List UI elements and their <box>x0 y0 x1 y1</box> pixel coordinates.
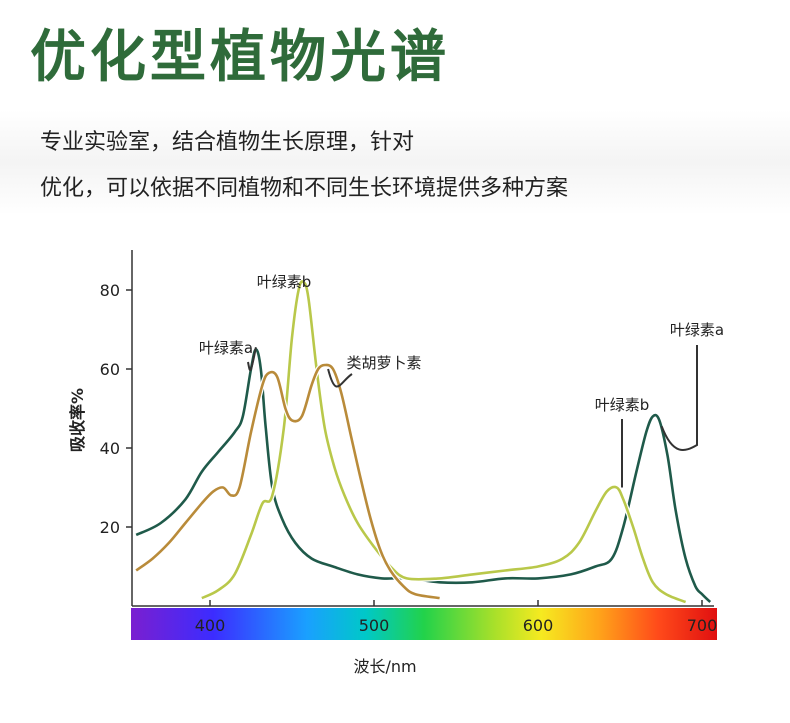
annotation-label: 叶绿素b <box>257 273 312 291</box>
y-axis-label: 吸收率% <box>68 388 87 452</box>
annotation-label: 类胡萝卜素 <box>346 354 421 372</box>
x-axis-label: 波长/nm <box>353 657 416 676</box>
annotation-label: 叶绿素a <box>670 321 724 339</box>
x-tick-label: 700 <box>687 616 718 635</box>
annotation-label: 叶绿素b <box>595 396 650 414</box>
y-tick-label: 20 <box>100 518 120 537</box>
x-tick-label: 400 <box>195 616 226 635</box>
x-ticks: 400 500 600 700 <box>195 600 718 635</box>
annotation-label: 叶绿素a <box>199 339 253 357</box>
description-band: 专业实验室，结合植物生长原理，针对 优化，可以依据不同植物和不同生长环境提供多种… <box>0 110 790 215</box>
annotation-leader-line <box>327 368 353 388</box>
x-tick-label: 500 <box>359 616 390 635</box>
series-line-chlorophyll-a <box>135 348 712 603</box>
y-ticks: 20 40 60 80 <box>100 281 132 537</box>
description-line-2: 优化，可以依据不同植物和不同生长环境提供多种方案 <box>40 176 569 201</box>
page-title: 优化型植物光谱 <box>30 25 450 90</box>
series-layer <box>134 279 712 605</box>
x-tick-label: 600 <box>523 616 554 635</box>
series-line-chlorophyll-b <box>201 280 687 604</box>
series-line-carotenoid <box>135 363 440 600</box>
spectrum-bar <box>131 608 717 640</box>
y-tick-label: 40 <box>100 439 120 458</box>
y-tick-label: 60 <box>100 360 120 379</box>
annotation-leader-line <box>247 347 257 371</box>
annotation-leader-line <box>660 345 698 451</box>
series-halo-chlorophyll-a <box>135 346 712 604</box>
y-tick-label: 80 <box>100 281 120 300</box>
description-line-1: 专业实验室，结合植物生长原理，针对 <box>40 130 415 155</box>
